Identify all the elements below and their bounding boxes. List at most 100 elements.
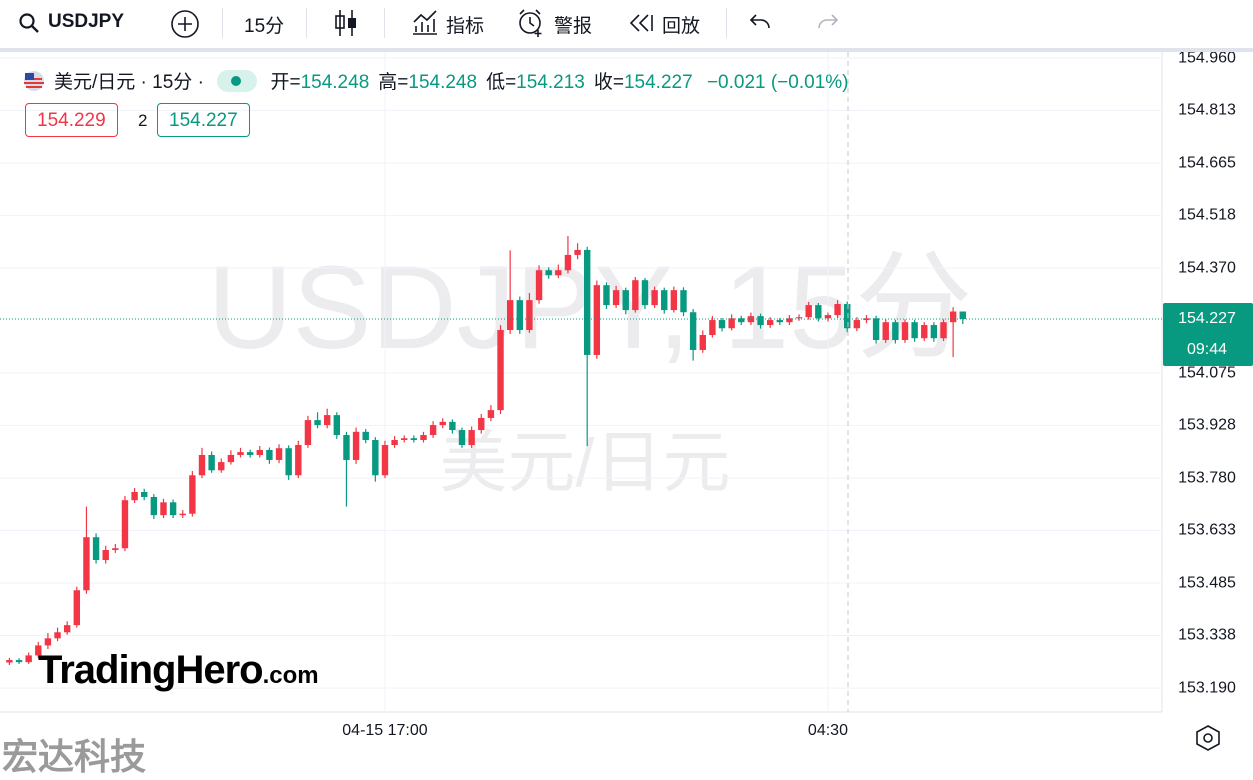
candle-body bbox=[901, 322, 909, 340]
candle-body bbox=[776, 320, 783, 323]
candle-body bbox=[227, 454, 235, 463]
candle-body bbox=[882, 322, 889, 340]
alert-icon[interactable] bbox=[516, 8, 546, 38]
candle-body bbox=[959, 311, 966, 319]
candle-body bbox=[795, 317, 803, 319]
candle-body bbox=[535, 270, 543, 301]
candle-body bbox=[266, 449, 273, 460]
y-tick-label: 153.780 bbox=[1178, 469, 1236, 486]
y-tick-label: 154.813 bbox=[1178, 102, 1236, 119]
candle-body bbox=[131, 492, 138, 501]
candle-body bbox=[343, 435, 350, 460]
ohlc-value: 154.227 bbox=[623, 72, 693, 93]
interval[interactable]: 15分 bbox=[244, 16, 285, 37]
watermark-subtitle: 美元/日元 bbox=[440, 425, 731, 501]
candle-body bbox=[487, 410, 495, 418]
replay-icon[interactable] bbox=[628, 12, 656, 36]
candle-body bbox=[429, 425, 437, 436]
candle-body bbox=[381, 445, 389, 476]
redo-icon[interactable] bbox=[814, 12, 840, 34]
candle-body bbox=[141, 492, 148, 497]
undo-icon[interactable] bbox=[748, 12, 774, 34]
candle-body bbox=[834, 304, 841, 316]
candle-body bbox=[169, 502, 177, 516]
candle-body bbox=[189, 475, 196, 514]
candle-body bbox=[314, 420, 321, 426]
candle-body bbox=[709, 320, 716, 336]
price-tag bbox=[1163, 302, 1253, 366]
candle-body bbox=[555, 270, 562, 276]
logo-suffix: .com bbox=[262, 662, 319, 689]
candle-body bbox=[506, 300, 514, 331]
candle-body bbox=[718, 320, 726, 329]
candle-body bbox=[689, 312, 697, 350]
candle-body bbox=[218, 462, 225, 471]
ohlc-label: 高= bbox=[378, 72, 409, 93]
candle-body bbox=[304, 420, 312, 446]
candle-body bbox=[844, 304, 851, 329]
logo: TradingHero.com bbox=[38, 648, 319, 693]
candle-body bbox=[323, 415, 331, 426]
ohlc-value: 154.248 bbox=[408, 72, 478, 93]
y-tick-label: 153.485 bbox=[1178, 574, 1236, 591]
symbol[interactable]: USDJPY bbox=[48, 11, 125, 32]
candle-body bbox=[410, 438, 418, 441]
change: −0.021 (−0.01%) bbox=[706, 72, 849, 93]
candle-body bbox=[362, 431, 369, 441]
candle-body bbox=[449, 421, 456, 431]
candle-body bbox=[102, 550, 109, 560]
candle-body bbox=[372, 440, 379, 476]
candle-body bbox=[275, 448, 283, 460]
candle-body bbox=[641, 280, 649, 306]
add-icon[interactable] bbox=[170, 9, 200, 39]
candle-body bbox=[574, 249, 581, 255]
legend: 美元/日元 · 15分 · 开=154.248 高=154.248 低=154.21… bbox=[22, 64, 848, 94]
settings-icon[interactable] bbox=[1193, 723, 1223, 753]
candle-body bbox=[584, 249, 591, 355]
candle-body bbox=[661, 290, 668, 311]
candle-body bbox=[237, 452, 244, 455]
candle-body bbox=[83, 537, 90, 591]
bid-box[interactable]: 154.229 bbox=[25, 103, 118, 137]
x-tick-label: 04-15 17:00 bbox=[342, 722, 428, 739]
candle-body bbox=[651, 290, 658, 306]
candle-body bbox=[516, 300, 523, 331]
candle-body bbox=[420, 435, 427, 441]
candle-body bbox=[872, 318, 880, 340]
candle-body bbox=[73, 590, 81, 626]
candle-body bbox=[728, 318, 735, 329]
market-status[interactable] bbox=[217, 69, 258, 92]
candle-body bbox=[208, 454, 215, 471]
toolbar: USDJPY 15分 指标 警报 回放 bbox=[0, 0, 1253, 52]
candle-body bbox=[295, 445, 302, 476]
candle-body bbox=[949, 311, 957, 323]
candle-body bbox=[92, 537, 100, 560]
indicator-icon[interactable] bbox=[410, 8, 440, 38]
candle-body bbox=[25, 655, 32, 663]
candle-icon[interactable] bbox=[334, 8, 358, 38]
candle-body bbox=[612, 290, 620, 306]
candle-body bbox=[285, 448, 292, 476]
ohlc-value: 154.248 bbox=[300, 72, 370, 93]
replay[interactable]: 回放 bbox=[662, 16, 701, 37]
candle-body bbox=[786, 318, 793, 323]
candle-body bbox=[863, 318, 870, 321]
ohlc-label: 收= bbox=[593, 72, 624, 93]
candle-body bbox=[738, 318, 745, 323]
y-tick-label: 153.338 bbox=[1178, 627, 1236, 644]
candle-body bbox=[160, 502, 167, 516]
candle-body bbox=[198, 454, 206, 476]
spread: 2 bbox=[138, 111, 148, 130]
price-tag-label: 154.227 bbox=[1178, 310, 1236, 327]
candle-body bbox=[766, 320, 774, 326]
ask-box[interactable]: 154.227 bbox=[157, 103, 250, 137]
candle-body bbox=[603, 285, 610, 306]
alerts[interactable]: 警报 bbox=[554, 16, 593, 37]
y-tick-label: 154.518 bbox=[1178, 207, 1236, 224]
candle-body bbox=[35, 645, 42, 656]
y-tick-label: 153.928 bbox=[1178, 417, 1236, 434]
indicators[interactable]: 指标 bbox=[446, 16, 485, 37]
candle-body bbox=[545, 270, 552, 276]
candle-body bbox=[401, 438, 408, 441]
